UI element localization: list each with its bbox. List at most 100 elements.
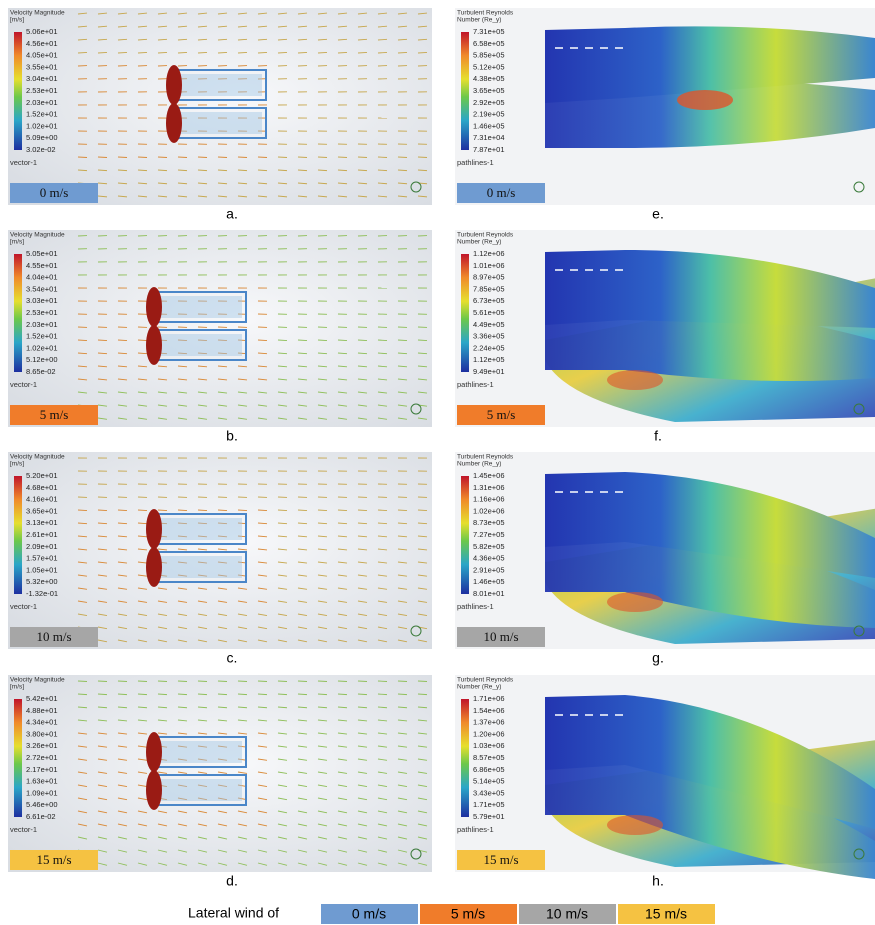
vector-arrow (98, 52, 107, 53)
colorbar-label: 8.01e+01 (473, 589, 505, 598)
colorbar-label: 8.73e+05 (473, 518, 505, 527)
panel-label: h. (652, 873, 664, 889)
colorbar-title: [m/s] (10, 17, 24, 24)
wind-badge-label: 5 m/s (40, 407, 69, 422)
colorbar-title: [m/s] (10, 684, 24, 691)
vector-arrow (378, 52, 387, 53)
colorbar-label: 8.57e+05 (473, 753, 505, 762)
colorbar (461, 476, 469, 594)
vector-arrow (258, 340, 267, 341)
colorbar-label: 8.97e+05 (473, 273, 505, 282)
vector-arrow (338, 340, 347, 341)
vector-arrow (118, 52, 127, 53)
colorbar-label: 1.12e+06 (473, 249, 505, 258)
vector-arrow (258, 170, 267, 171)
colorbar-label: 3.04e+01 (26, 74, 58, 83)
colorbar-title: Velocity Magnitude (10, 677, 65, 684)
fan (146, 547, 162, 587)
hot-spot (607, 592, 663, 612)
colorbar-label: 9.49e+01 (473, 367, 505, 376)
panel-background (8, 452, 432, 649)
vector-arrow (338, 52, 347, 53)
colorbar (14, 254, 22, 372)
vector-arrow (358, 340, 367, 341)
legend-label: 5 m/s (451, 906, 485, 922)
colorbar-label: 1.54e+06 (473, 706, 505, 715)
figure: Velocity Magnitude[m/s]5.06e+014.56e+014… (0, 0, 875, 925)
colorbar-label: 3.26e+01 (26, 741, 58, 750)
vector-arrow (398, 681, 407, 682)
colorbar-label: 5.20e+01 (26, 471, 58, 480)
colorbar-label: 3.13e+01 (26, 518, 58, 527)
wireframe-mesh (160, 556, 242, 578)
colorbar-title: Velocity Magnitude (10, 232, 65, 239)
panel-background (8, 230, 432, 427)
vector-arrow (198, 170, 207, 171)
panel-label: g. (652, 650, 664, 666)
colorbar-label: 3.03e+01 (26, 296, 58, 305)
colorbar-label: 1.52e+01 (26, 332, 58, 341)
colorbar-label: 4.36e+05 (473, 554, 505, 563)
vector-arrow (118, 681, 127, 682)
colorbar-label: 5.85e+05 (473, 51, 505, 60)
colorbar-label: 5.06e+01 (26, 27, 58, 36)
colorbar-label: 3.54e+01 (26, 284, 58, 293)
wireframe-mesh (180, 74, 262, 96)
vector-arrow (338, 170, 347, 171)
fan (146, 287, 162, 327)
colorbar-label: 1.02e+01 (26, 121, 58, 130)
vector-arrow (158, 52, 167, 53)
colorbar-label: 3.55e+01 (26, 62, 58, 71)
vector-arrow (298, 510, 307, 511)
panel: Turbulent ReynoldsNumber (Re_y)1.12e+061… (455, 230, 875, 444)
vector-arrow (218, 52, 227, 53)
colorbar-label: 5.42e+01 (26, 694, 58, 703)
fan (146, 509, 162, 549)
vector-arrow (318, 681, 327, 682)
vector-arrow (138, 52, 147, 53)
vector-arrow (258, 510, 267, 511)
colorbar-label: 2.24e+05 (473, 343, 505, 352)
vector-arrow (78, 52, 87, 53)
colorbar-label: 2.72e+01 (26, 753, 58, 762)
vector-arrow (278, 681, 287, 682)
vector-arrow (138, 681, 147, 682)
colorbar-label: 4.38e+05 (473, 74, 505, 83)
panel: Velocity Magnitude[m/s]5.06e+014.56e+014… (8, 8, 432, 222)
colorbar-label: 4.49e+05 (473, 320, 505, 329)
object-name: vector-1 (10, 158, 37, 167)
colorbar-label: 2.19e+05 (473, 110, 505, 119)
vector-arrow (298, 52, 307, 53)
wireframe-mesh (160, 779, 242, 801)
colorbar-title: Velocity Magnitude (10, 454, 65, 461)
vector-arrow (298, 340, 307, 341)
vector-arrow (338, 510, 347, 511)
colorbar (14, 476, 22, 594)
vector-arrow (278, 340, 287, 341)
vector-arrow (378, 510, 387, 511)
colorbar-label: 1.46e+05 (473, 121, 505, 130)
colorbar-label: 5.79e+01 (473, 812, 505, 821)
vector-arrow (358, 694, 367, 695)
colorbar-label: 1.37e+06 (473, 718, 505, 727)
colorbar-label: 1.02e+01 (26, 343, 58, 352)
colorbar-label: 3.65e+05 (473, 86, 505, 95)
colorbar-title: Turbulent Reynolds (457, 232, 514, 239)
vector-arrow (178, 681, 187, 682)
colorbar-label: 4.16e+01 (26, 495, 58, 504)
colorbar-label: 4.56e+01 (26, 39, 58, 48)
colorbar-label: 1.31e+06 (473, 483, 505, 492)
vector-arrow (198, 52, 207, 53)
vector-arrow (418, 52, 427, 53)
object-name: pathlines-1 (457, 158, 494, 167)
colorbar-label: 2.53e+01 (26, 308, 58, 317)
wireframe-mesh (160, 741, 242, 763)
vector-arrow (358, 510, 367, 511)
object-name: vector-1 (10, 380, 37, 389)
wind-badge-label: 15 m/s (36, 852, 71, 867)
vector-arrow (278, 52, 287, 53)
vector-arrow (218, 694, 227, 695)
vector-arrow (318, 694, 327, 695)
vector-arrow (378, 681, 387, 682)
object-name: vector-1 (10, 825, 37, 834)
